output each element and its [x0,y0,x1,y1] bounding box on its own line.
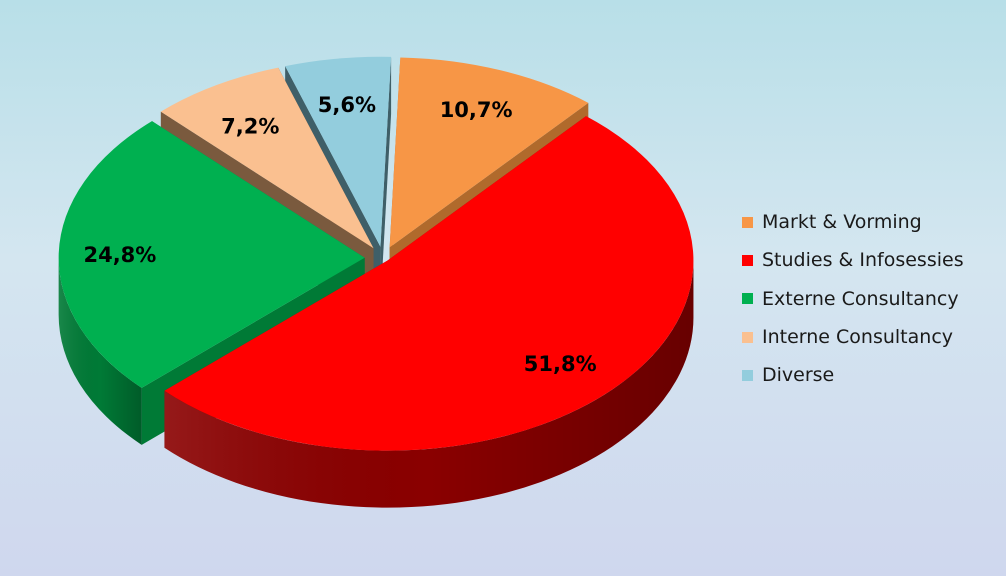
pie-slice-top [164,116,694,451]
legend-swatch [742,369,753,381]
pie-data-label: 5,6% [318,93,376,117]
pie-slice-top [58,121,365,388]
legend-swatch [742,216,753,228]
pie-data-label: 51,8% [524,352,597,376]
legend-label: Externe Consultancy [762,287,959,310]
pie-slice-top [160,67,374,249]
legend-label: Interne Consultancy [762,326,954,349]
legend-label: Markt & Vorming [762,211,922,234]
pie-slice-wall [380,56,392,304]
legend-item: Diverse [742,356,992,394]
legend-item: Markt & Vorming [742,203,992,241]
legend: Markt & Vorming Studies & Infosessies Ex… [742,203,992,394]
legend-item: Studies & Infosessies [742,241,992,279]
legend-swatch [742,254,753,266]
legend-swatch [742,293,753,305]
legend-item: Interne Consultancy [742,318,992,356]
legend-label: Studies & Infosessies [762,249,964,272]
pie-slice-side-shade [58,257,142,445]
pie-data-label: 7,2% [221,114,279,138]
legend-item: Externe Consultancy [742,280,992,318]
pie-slice [164,116,694,508]
pie-data-label: 24,8% [83,243,156,267]
legend-label: Diverse [762,364,835,387]
pie-slice-top [389,57,589,248]
pie-slice-top [285,56,392,247]
pie-data-label: 10,7% [440,98,513,122]
pie-slice-side-shade [164,260,694,508]
legend-swatch [742,331,753,343]
